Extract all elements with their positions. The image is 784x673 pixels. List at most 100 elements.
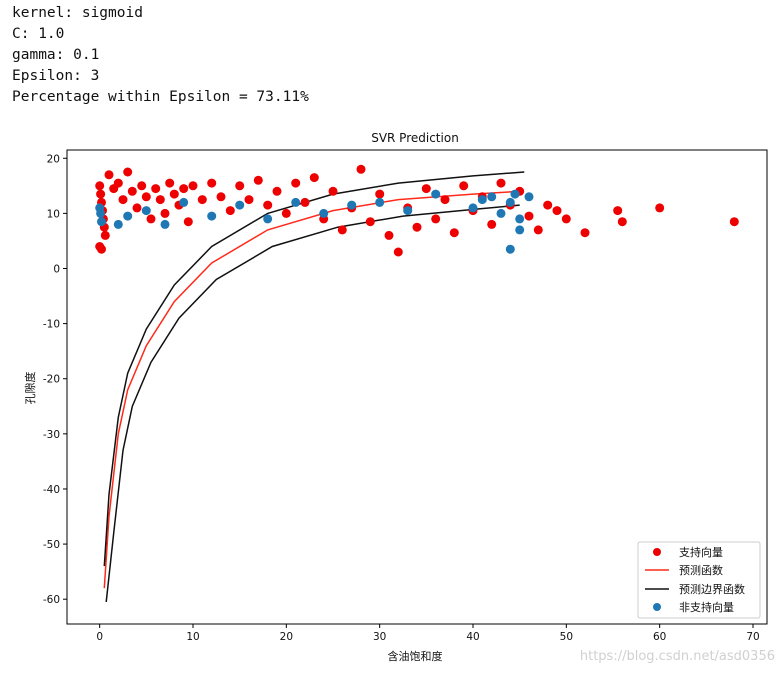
support-vector-point [123,167,133,177]
support-vector-point [281,208,291,218]
non-support-vector-point [97,217,106,227]
percentage-line: Percentage within Epsilon = 73.11% [12,89,309,105]
plot-frame [66,149,768,625]
non-support-vector-point [524,192,534,202]
legend: 支持向量 预测函数 预测边界函数 非支持向量 [637,541,761,619]
support-vector-point [561,214,571,224]
support-vector-point [169,189,179,199]
legend-non-support-vector-label: 非支持向量 [679,600,734,614]
legend-non-support-vector-marker [653,603,661,611]
support-vector-point [487,219,497,229]
legend-support-vector-marker [653,548,661,556]
support-vector-point [207,178,217,188]
support-vector-point [356,164,366,174]
legend-prediction-label: 预测函数 [679,564,723,577]
support-vector-point [272,186,282,196]
non-support-vector-point [487,192,497,202]
non-support-vector-point [263,214,273,224]
support-vector-point [183,217,193,227]
support-vector-point [96,189,106,199]
support-vector-point [100,230,110,240]
epsilon-line: Epsilon: 3 [12,68,100,84]
support-vector-point [300,197,310,207]
support-vector-point [137,181,147,191]
support-vector-point [291,178,301,188]
non-support-vector-point [510,189,520,199]
support-vector-point [412,222,422,232]
support-vector-point [141,192,151,202]
support-vector-point [244,195,254,205]
support-vector-point [421,184,431,194]
support-vector-point [431,214,441,224]
upper-boundary-line [103,171,525,567]
y-tick-label: -10 [43,319,60,331]
x-tick-label: 40 [466,631,479,643]
support-vector-point [146,214,156,224]
support-vector-point [225,206,235,216]
support-vector-point [197,195,207,205]
support-vector-point [160,208,170,218]
x-tick-label: 30 [373,631,386,643]
support-vector-point [127,186,137,196]
non-support-vector-point [515,214,525,224]
y-tick-label: -20 [43,374,60,386]
support-vector-point [496,178,506,188]
support-vector-point [729,217,739,227]
support-vector-point [375,189,385,199]
non-support-vector-point [160,219,170,229]
non-support-vector-point [375,197,385,207]
legend-box [637,541,761,619]
prediction-line [103,190,520,589]
support-vector-point [393,247,403,257]
support-vector-point [617,217,627,227]
support-vector-point [552,206,562,216]
support-vector-point [253,175,263,185]
legend-support-vector-label: 支持向量 [679,545,723,559]
x-tick-label: 70 [746,631,759,643]
y-axis-ticks: -60 -50 -40 -30 -20 -10 0 10 20 [43,153,67,606]
y-axis-label: 孔隙度 [23,372,37,405]
support-vector-point [155,195,165,205]
y-tick-label: -30 [43,429,60,441]
x-tick-label: 0 [96,631,103,643]
non-support-vector-point [505,197,515,207]
support-vector-point [365,217,375,227]
support-vector-point [179,184,189,194]
support-vector-point [97,244,106,254]
non-support-vector-point [123,211,133,221]
support-vector-point [263,200,273,210]
support-vector-point [309,173,319,183]
gamma-line: gamma: 0.1 [12,47,100,63]
support-vector-point [235,181,245,191]
non-support-vector-point [403,206,413,216]
chart-title: SVR Prediction [371,131,459,145]
support-vector-point [449,228,459,238]
non-support-vector-point [207,211,217,221]
plot-lines [103,171,525,603]
c-line: C: 1.0 [12,26,65,42]
support-vector-point [655,203,665,213]
non-support-vector-point [347,200,357,210]
kernel-line: kernel: sigmoid [12,5,143,21]
x-tick-label: 60 [653,631,666,643]
support-vector-point [165,178,175,188]
x-tick-label: 10 [186,631,199,643]
support-vector-point [543,200,553,210]
support-vector-point [328,186,338,196]
legend-boundary-label: 预测边界函数 [679,583,745,596]
watermark: https://blog.csdn.net/asd0356 [580,649,775,664]
support-vector-point [459,181,469,191]
x-axis-label: 含油饱和度 [388,649,443,663]
lower-boundary-line [105,204,520,603]
non-support-vector-point [141,206,151,216]
plot-points [95,164,739,257]
x-tick-label: 20 [280,631,293,643]
support-vector-point [384,230,394,240]
y-tick-label: 10 [47,208,60,220]
support-vector-point [118,195,128,205]
non-support-vector-point [515,225,525,235]
x-tick-label: 50 [560,631,573,643]
non-support-vector-point [96,208,106,218]
y-tick-label: -60 [43,594,60,606]
